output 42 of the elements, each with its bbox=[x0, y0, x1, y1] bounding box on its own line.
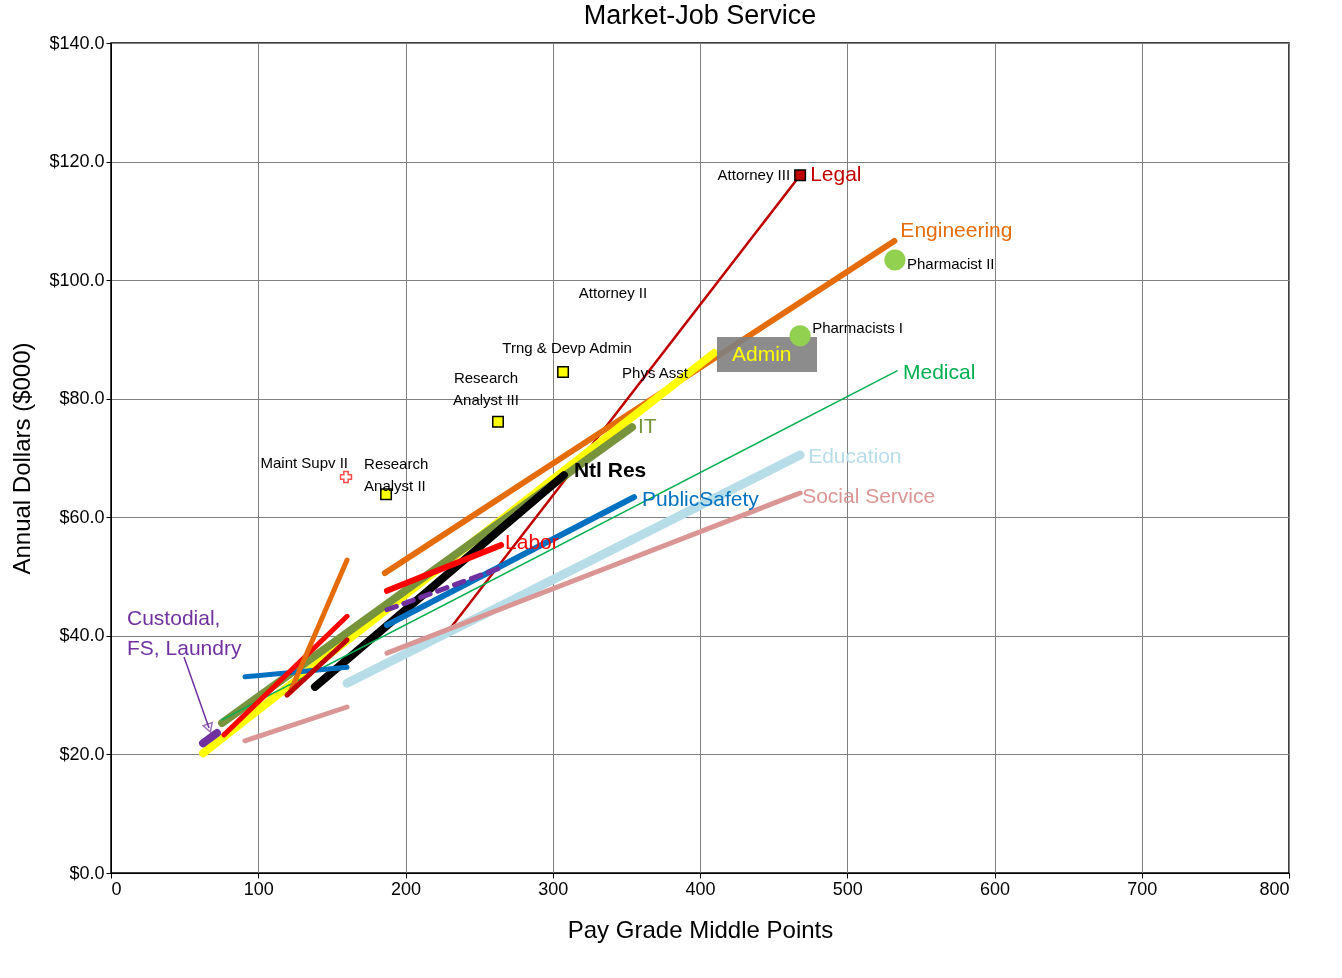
series-label: Engineering bbox=[900, 218, 1013, 242]
annotation: Attorney II bbox=[578, 284, 648, 301]
series-label: Legal bbox=[810, 162, 862, 186]
annotation: Maint Supv II bbox=[260, 453, 349, 471]
x-tick-label: 400 bbox=[685, 878, 716, 899]
point bbox=[884, 249, 906, 271]
y-tick-label: $140.0 bbox=[49, 32, 105, 53]
point bbox=[557, 366, 570, 379]
chart-title: Market-Job Service bbox=[583, 0, 817, 30]
annotation: Attorney III bbox=[717, 166, 791, 184]
annotation: Pharmacists I bbox=[812, 318, 903, 336]
y-tick-label: $120.0 bbox=[49, 151, 105, 172]
y-tick-label: $20.0 bbox=[59, 743, 105, 764]
series-label: PublicSafety bbox=[642, 487, 760, 511]
series-label: Medical bbox=[903, 359, 976, 383]
x-axis-title: Pay Grade Middle Points bbox=[567, 915, 834, 943]
annotation: Research Analyst III bbox=[453, 368, 519, 408]
x-tick-label: 200 bbox=[390, 878, 422, 899]
x-tick-label: 600 bbox=[979, 878, 1011, 899]
y-axis-title: Annual Dollars ($000) bbox=[8, 342, 36, 575]
series-label: IT bbox=[637, 414, 657, 438]
y-tick-label: $60.0 bbox=[59, 506, 105, 527]
annotation: Pharmacist II bbox=[906, 254, 995, 272]
point bbox=[794, 169, 807, 182]
text: Custodial, FS, Laundry bbox=[127, 606, 242, 660]
series-label: Ntl Res bbox=[573, 458, 647, 482]
x-tick-label: 100 bbox=[243, 878, 274, 899]
x-tick-label: 700 bbox=[1127, 878, 1158, 899]
x-tick-label: 800 bbox=[1259, 878, 1290, 899]
point bbox=[491, 415, 504, 428]
x-tick-label: 300 bbox=[538, 878, 569, 899]
annotation: Research Analyst II bbox=[364, 455, 429, 495]
y-tick-label: $100.0 bbox=[49, 269, 105, 290]
series-label: Admin bbox=[731, 342, 792, 366]
y-tick-label: $80.0 bbox=[59, 388, 105, 409]
point bbox=[339, 470, 353, 484]
annotation: Trng & Devp Admin bbox=[502, 339, 632, 357]
x-tick-label: 500 bbox=[832, 878, 863, 899]
y-tick-label: $40.0 bbox=[59, 625, 105, 646]
x-tick-label: 0 bbox=[111, 878, 122, 899]
y-tick-label: $0.0 bbox=[69, 862, 105, 883]
point bbox=[789, 325, 811, 347]
